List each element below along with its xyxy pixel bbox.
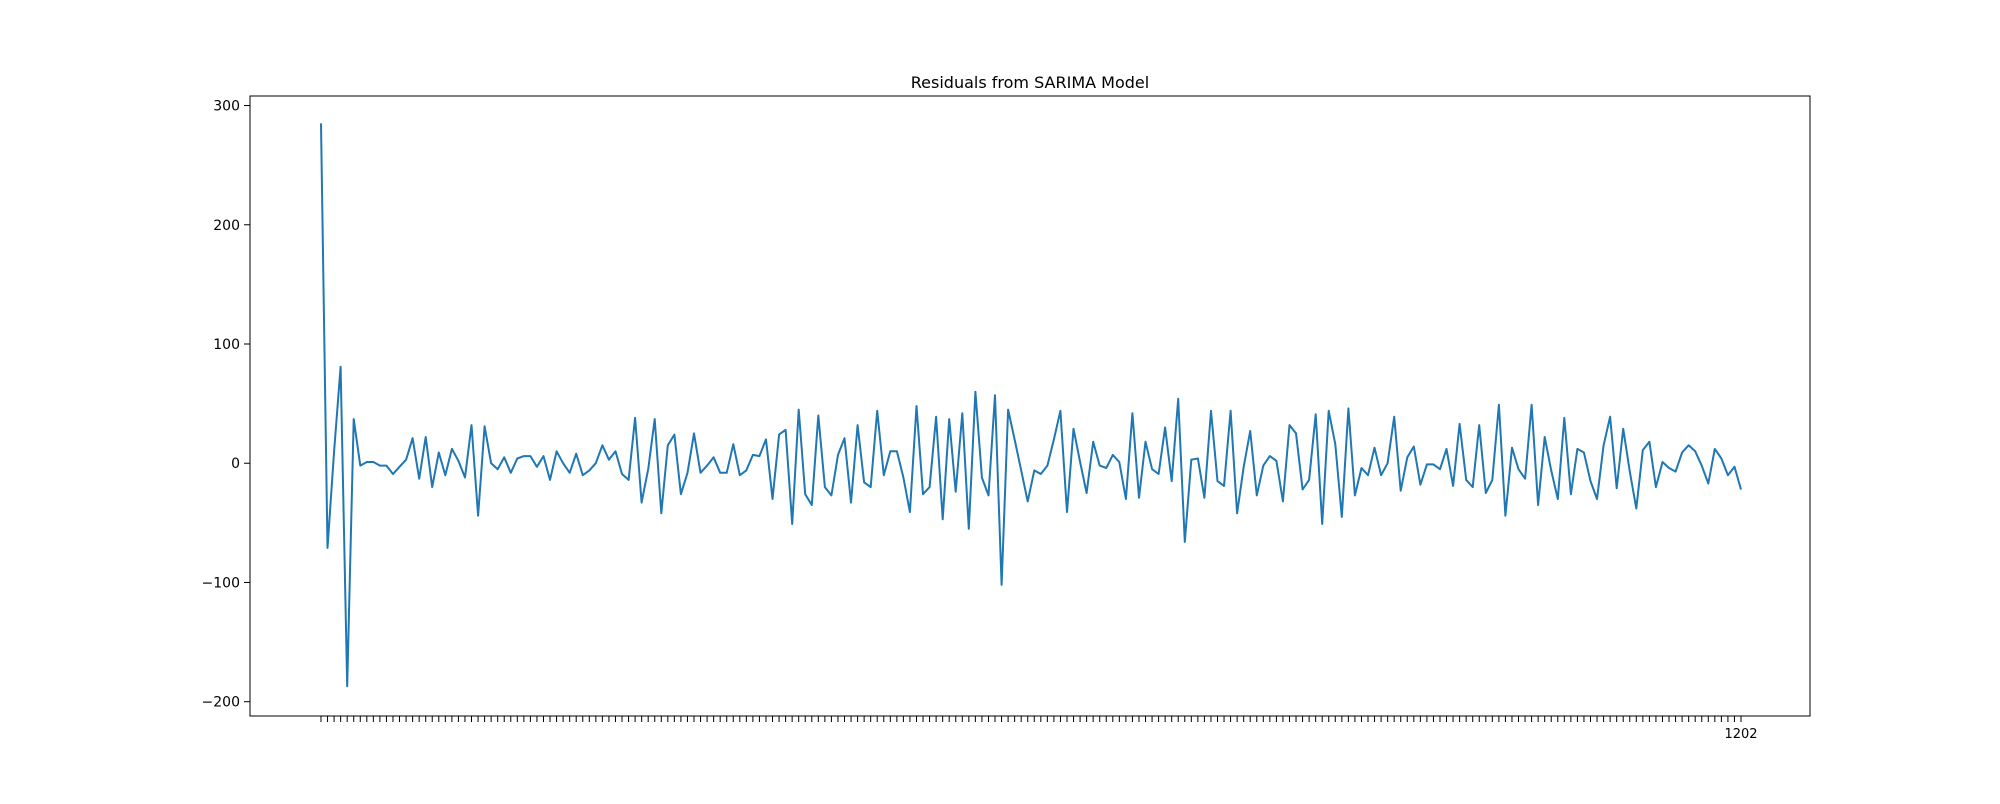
residual-line — [320, 123, 1742, 688]
y-tick-label: −100 — [202, 575, 240, 591]
y-tick-label: 100 — [213, 337, 240, 353]
series-group — [320, 123, 1742, 688]
plot-frame — [249, 95, 1811, 717]
x-tick-label-last: 1202 — [1724, 727, 1757, 742]
chart-title: Residuals from SARIMA Model — [911, 73, 1149, 92]
y-axis: −200 −100 0 100 200 300 — [202, 99, 250, 711]
y-tick-label: 0 — [231, 456, 240, 472]
y-tick-label: 200 — [213, 218, 240, 234]
y-tick-label: −200 — [202, 695, 240, 711]
x-axis: 1202 — [320, 716, 1758, 742]
y-tick-label: 300 — [213, 99, 240, 115]
